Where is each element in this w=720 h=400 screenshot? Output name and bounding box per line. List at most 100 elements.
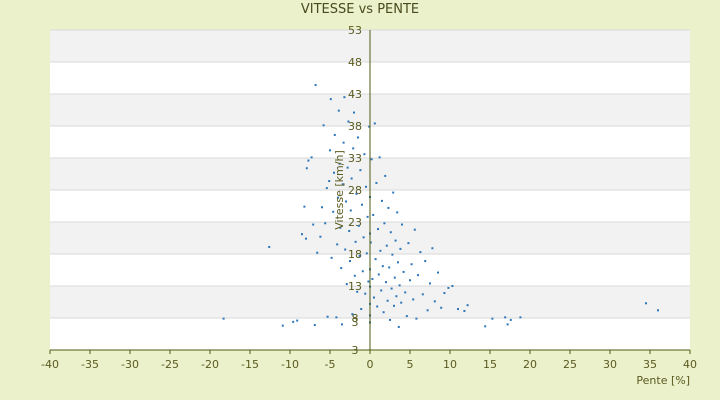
- x-tick-label: 5: [407, 358, 414, 371]
- data-point: [358, 254, 361, 257]
- x-tick-label: -25: [161, 358, 179, 371]
- data-point: [387, 206, 390, 209]
- y-tick-label: 43: [348, 88, 362, 101]
- data-point: [484, 325, 487, 328]
- data-point: [419, 251, 422, 254]
- x-tick-label: 35: [643, 358, 657, 371]
- data-point: [375, 181, 378, 184]
- data-point: [352, 147, 355, 150]
- data-point: [353, 274, 356, 277]
- data-point: [364, 292, 367, 295]
- x-tick-label: 25: [563, 358, 577, 371]
- data-point: [433, 300, 436, 303]
- data-point: [369, 241, 372, 244]
- data-point: [437, 271, 439, 274]
- data-point: [395, 295, 398, 298]
- data-point: [429, 282, 431, 285]
- data-point: [348, 229, 351, 232]
- data-point: [362, 236, 365, 239]
- data-point: [421, 293, 424, 296]
- data-point: [388, 266, 391, 269]
- data-point: [380, 289, 383, 292]
- data-point: [361, 203, 363, 206]
- data-point: [447, 286, 450, 289]
- data-point: [329, 149, 331, 152]
- y-tick-label: 28: [348, 184, 362, 197]
- data-point: [397, 261, 399, 264]
- data-point: [413, 228, 416, 231]
- data-point: [368, 125, 371, 128]
- data-point: [390, 287, 393, 290]
- x-axis-ticks: -40 -35 -30 -25 -20 -15 -10 -5 0 5 10 15 20 25 30 35 40: [41, 350, 697, 371]
- x-tick-label: -40: [41, 358, 59, 371]
- data-point: [393, 304, 395, 307]
- data-point: [410, 263, 413, 266]
- data-point: [365, 185, 367, 188]
- data-point: [394, 239, 397, 242]
- x-tick-label: 20: [523, 358, 537, 371]
- data-point: [347, 120, 350, 123]
- data-point: [301, 233, 303, 236]
- data-point: [360, 308, 363, 311]
- data-point: [319, 235, 322, 238]
- data-point: [383, 222, 386, 225]
- data-point: [305, 167, 308, 170]
- data-point: [370, 158, 373, 161]
- data-point: [519, 316, 522, 319]
- data-point: [310, 156, 313, 159]
- data-point: [373, 122, 376, 125]
- data-point: [341, 323, 343, 326]
- x-tick-label: -15: [241, 358, 259, 371]
- x-tick-label: -30: [121, 358, 139, 371]
- data-point: [333, 171, 335, 174]
- data-point: [357, 136, 359, 139]
- data-point: [401, 223, 403, 226]
- data-point: [381, 265, 384, 268]
- data-point: [333, 133, 336, 136]
- data-point: [325, 187, 328, 190]
- data-point: [400, 301, 403, 304]
- data-point: [377, 228, 379, 231]
- data-point: [409, 279, 411, 282]
- data-point: [657, 309, 659, 312]
- data-point: [407, 242, 410, 245]
- data-point: [379, 249, 382, 252]
- data-point: [376, 305, 379, 308]
- data-point: [382, 311, 385, 314]
- x-tick-label: 15: [483, 358, 497, 371]
- data-point: [343, 96, 346, 99]
- data-point: [424, 260, 427, 263]
- data-point: [322, 124, 325, 127]
- x-tick-label: -5: [325, 358, 336, 371]
- data-point: [342, 141, 345, 144]
- data-point: [366, 215, 369, 218]
- data-point: [340, 267, 343, 270]
- data-point: [312, 223, 315, 226]
- data-point: [365, 252, 368, 255]
- data-point: [356, 290, 359, 293]
- data-point: [391, 253, 394, 256]
- data-point: [377, 273, 380, 276]
- data-point: [372, 213, 375, 216]
- data-point: [457, 308, 459, 311]
- data-point: [345, 200, 347, 203]
- data-point: [330, 256, 333, 259]
- data-point: [463, 309, 466, 312]
- data-point: [344, 248, 347, 251]
- data-point: [417, 274, 419, 277]
- data-point: [349, 209, 352, 212]
- data-point: [405, 315, 408, 318]
- data-point: [359, 169, 362, 172]
- data-point: [378, 156, 381, 159]
- data-point: [371, 277, 374, 280]
- data-point: [431, 247, 434, 250]
- data-point: [332, 210, 335, 213]
- data-point: [346, 166, 349, 169]
- data-point: [374, 258, 377, 261]
- data-point: [398, 284, 401, 287]
- data-point: [338, 162, 341, 165]
- data-point: [326, 315, 329, 318]
- data-point: [268, 245, 271, 248]
- chart-title: VITESSE vs PENTE: [300, 2, 420, 17]
- y-tick-label: 13: [348, 280, 362, 293]
